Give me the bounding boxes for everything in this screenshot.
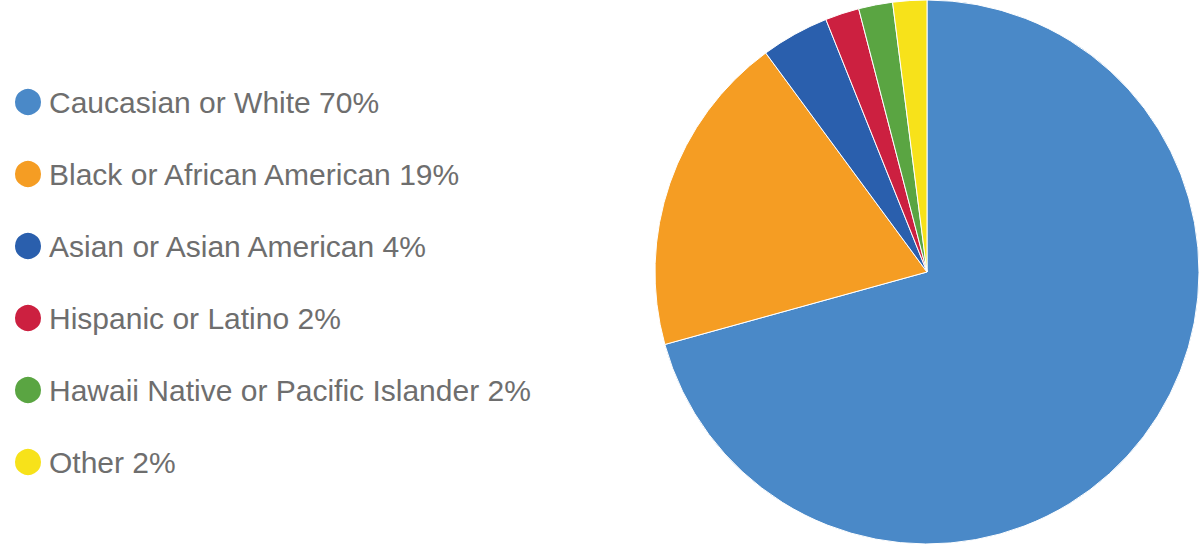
svg-text:Hispanic or Latino 2%: Hispanic or Latino 2% [49,302,341,335]
svg-text:Caucasian or White 70%: Caucasian or White 70% [49,86,379,119]
svg-text:Other 2%: Other 2% [49,446,176,479]
svg-text:Hawaii Native or Pacific Islan: Hawaii Native or Pacific Islander 2% [49,374,531,407]
svg-text:Black or African American 19%: Black or African American 19% [49,158,459,191]
svg-text:Asian or Asian American 4%: Asian or Asian American 4% [49,230,426,263]
